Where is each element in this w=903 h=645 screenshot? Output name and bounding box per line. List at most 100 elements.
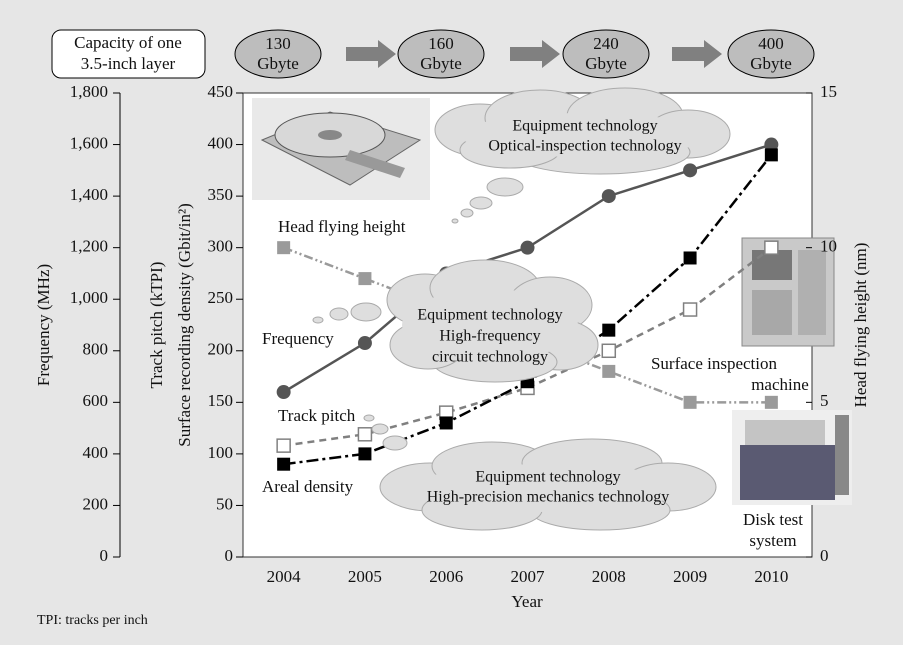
y2-tick-label: 5 xyxy=(820,391,829,410)
annotation: High-frequency xyxy=(439,328,540,345)
marker xyxy=(520,240,535,255)
cloud-bubble xyxy=(486,177,524,197)
marker xyxy=(764,137,779,152)
marker xyxy=(277,241,291,255)
cloud-bubble xyxy=(312,316,324,324)
y-tick-label: 200 xyxy=(208,340,234,359)
y3-tick-label: 1,400 xyxy=(70,185,108,204)
y3-tick-label: 0 xyxy=(100,546,109,565)
y-axis-title: Track pitch (kTPI) xyxy=(147,262,166,389)
caption: system xyxy=(749,531,796,550)
marker xyxy=(601,189,616,204)
cloud-bubble xyxy=(469,196,493,210)
marker xyxy=(602,323,616,337)
capacity-ellipse xyxy=(562,29,650,79)
y2-tick-label: 10 xyxy=(820,237,837,256)
y-tick-label: 0 xyxy=(225,546,234,565)
y3-axis-title: Frequency (MHz) xyxy=(34,264,53,386)
marker xyxy=(357,336,372,351)
y3-tick-label: 1,200 xyxy=(70,237,108,256)
marker xyxy=(602,364,616,378)
marker xyxy=(601,343,617,359)
cloud-shape xyxy=(413,464,683,512)
photo-shape xyxy=(318,130,342,140)
x-axis-title: Year xyxy=(511,592,543,611)
cloud-bubble xyxy=(329,307,349,321)
photo-shape xyxy=(752,290,792,335)
caption: machine xyxy=(751,375,809,394)
capacity-ellipse xyxy=(727,29,815,79)
marker xyxy=(276,385,291,400)
arrow xyxy=(346,40,396,68)
inspection-photo xyxy=(741,237,835,347)
y-tick-label: 100 xyxy=(208,443,234,462)
annotation: High-precision mechanics technology xyxy=(427,489,670,506)
y3-tick-label: 200 xyxy=(83,494,109,513)
caption: Disk test xyxy=(743,510,803,529)
marker xyxy=(439,416,453,430)
y3-tick-label: 600 xyxy=(83,391,109,410)
y-tick-label: 450 xyxy=(208,82,234,101)
capacity-value: 160 xyxy=(428,34,454,53)
cloud-bubble xyxy=(451,218,459,224)
annotation: Equipment technology xyxy=(512,118,657,135)
capacity-label: 3.5-inch layer xyxy=(81,54,176,73)
capacity-value: 400 xyxy=(758,34,784,53)
cloud: Equipment technology High-frequency circ… xyxy=(312,259,599,383)
y-axis-title: Surface recording density (Gbit/in²) xyxy=(175,203,194,447)
cloud-bubble xyxy=(371,423,389,435)
series-label: Frequency xyxy=(262,329,334,348)
series-label: Areal density xyxy=(262,477,354,496)
cloud-bubble xyxy=(350,302,382,322)
photo-shape xyxy=(740,445,835,500)
x-tick-label: 2007 xyxy=(511,567,546,586)
y-tick-label: 50 xyxy=(216,494,233,513)
marker xyxy=(764,148,778,162)
marker xyxy=(277,457,291,471)
x-tick-label: 2005 xyxy=(348,567,382,586)
y3-tick-label: 1,600 xyxy=(70,133,108,152)
photo-shape xyxy=(752,250,792,280)
capacity-value: 240 xyxy=(593,34,619,53)
cloud-bubble xyxy=(382,435,408,451)
annotation: circuit technology xyxy=(432,349,548,366)
hdd-photo xyxy=(252,98,430,200)
x-tick-label: 2010 xyxy=(754,567,788,586)
cloud-bubble xyxy=(363,414,375,422)
photo-shape xyxy=(345,150,405,178)
y-tick-label: 300 xyxy=(208,237,234,256)
arrow xyxy=(672,40,722,68)
cloud-shape xyxy=(460,113,710,157)
marker xyxy=(357,427,373,442)
marker xyxy=(358,447,372,461)
capacity-unit: Gbyte xyxy=(750,54,792,73)
cloud-shape xyxy=(402,289,578,361)
x-tick-label: 2009 xyxy=(673,567,707,586)
capacity-arrows xyxy=(346,40,722,68)
capacity-unit: Gbyte xyxy=(420,54,462,73)
y-tick-label: 150 xyxy=(208,391,234,410)
capacity-unit: Gbyte xyxy=(585,54,627,73)
arrow xyxy=(510,40,560,68)
y3-tick-label: 400 xyxy=(83,443,109,462)
y-tick-label: 350 xyxy=(208,185,234,204)
annotation: Equipment technology xyxy=(475,469,620,486)
capacity-ellipse xyxy=(397,29,485,79)
marker xyxy=(683,163,698,178)
y-tick-label: 400 xyxy=(208,133,234,152)
series-label: Head flying height xyxy=(278,217,406,236)
annotation: Optical-inspection technology xyxy=(488,138,681,155)
capacity-unit: Gbyte xyxy=(257,54,299,73)
marks: Frequency Track pitch Areal density Head fl… xyxy=(260,137,779,498)
marker xyxy=(682,302,698,317)
footnote: TPI: tracks per inch xyxy=(37,613,148,628)
caption: Surface inspection xyxy=(651,354,778,373)
photo-shape xyxy=(745,420,825,445)
y3-tick-label: 800 xyxy=(83,340,109,359)
x-tick-label: 2008 xyxy=(592,567,626,586)
capacity-value: 130 xyxy=(265,34,291,53)
photo-shape xyxy=(798,250,826,335)
capacity-label-box xyxy=(51,29,206,79)
